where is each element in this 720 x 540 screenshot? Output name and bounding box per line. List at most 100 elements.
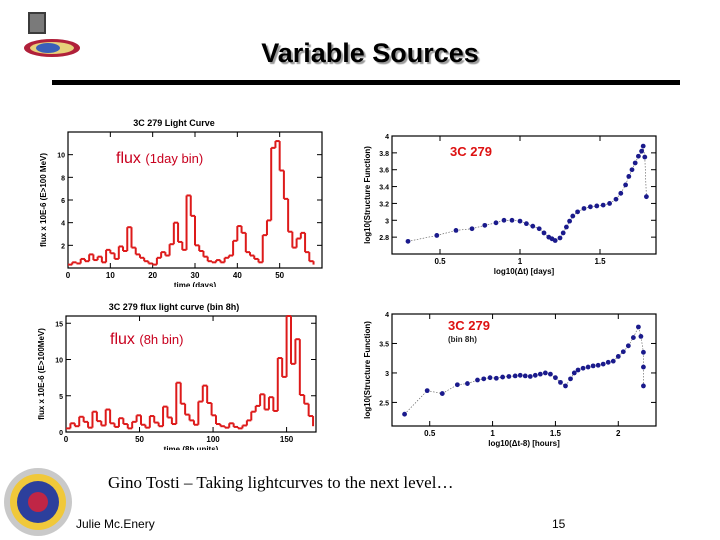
sf-connector [644,157,647,197]
y-tick-label: 5 [59,394,63,401]
logo-spacecraft-panel [30,14,44,32]
sf-point [493,375,499,381]
sf-point [558,379,563,385]
sf-point [638,334,644,339]
sf-point [537,371,543,377]
sf-point [644,194,649,200]
sf-point [618,190,624,196]
sf-point [641,349,646,355]
sf-point [469,226,475,232]
sf-connector [436,230,457,236]
x-tick-label: 100 [206,435,220,444]
y-tick-label: 3.2 [379,201,389,208]
y-tick-label: 3.4 [379,185,389,192]
title-divider [52,80,680,85]
sf-point [434,233,440,238]
y-tick-label: 10 [57,153,65,160]
sf-point [522,373,528,379]
glast-logo [24,12,80,57]
sf-point [552,238,558,243]
sf-point [564,224,569,230]
sf-point [509,217,515,223]
sf-point [605,359,611,365]
sf-point [553,375,558,381]
sf-point [567,218,572,224]
sf-point [517,372,523,378]
x-tick-label: 30 [191,271,200,280]
y-axis-label: log10(Structure Function) [363,146,372,244]
sf-point [641,364,646,370]
patch-core [28,492,48,512]
sf-point [575,367,581,373]
sf-point [636,153,641,159]
sf-point [570,213,576,219]
x-axis-label: log10(Δt-8) [hours] [488,439,560,448]
x-tick-label: 2 [616,429,621,438]
sf-point [536,226,542,232]
sf-point [607,201,612,206]
lightcurve-8h-chart: 3C 279 flux light curve (bin 8h)0 50 100 15… [34,300,330,450]
sf-connector [471,225,485,230]
sf-point [524,221,529,227]
chart-title: 3C 279 flux light curve (bin 8h) [109,302,240,312]
sf-point [475,377,480,383]
y-tick-label: 3.8 [379,151,389,158]
slide-title: Variable Sources [261,38,479,68]
sf-point [632,160,638,166]
y-tick-label: 15 [55,321,63,328]
sf-point [625,343,631,349]
sf-connector [455,228,473,231]
sf-point [595,362,601,368]
sf-point [580,365,586,371]
sf-point [568,376,573,382]
sf-point [613,196,619,202]
logo-ring-core [36,43,60,53]
sf-point [541,230,547,236]
x-tick-label: 150 [280,435,294,444]
sf-point [610,358,616,364]
sf-point [620,349,626,355]
sf-point [405,238,411,244]
x-tick-label: 0.5 [424,429,436,438]
sf-point [615,354,621,359]
sf-point [588,204,593,210]
caption-8h-word: flux [110,331,135,348]
sf-point [641,383,646,389]
y-tick-label: 10 [55,358,63,365]
sf-point [548,371,553,377]
x-tick-label: 1 [490,429,495,438]
y-axis-label: flux x 10E-6 (E>100 MeV) [39,153,48,247]
x-tick-label: 20 [148,271,157,280]
plot-frame [391,313,657,427]
x-tick-label: 0.5 [434,257,446,266]
x-tick-label: 50 [135,435,144,444]
x-tick-label: 1.5 [550,429,562,438]
sf-point [527,374,533,379]
sf-point [626,174,632,179]
sf-connector [640,336,644,353]
sf-point [600,202,606,208]
sf-point [600,361,606,367]
structure-function-days-chart: 3C 279 0.5 1 1.5 2.8 3 3.2 3.4 3.6 3.8 4 log10(Δt) … [352,128,668,284]
plot-frame [65,315,317,433]
x-axis-label: time (days) [174,281,217,287]
sf-point [517,218,523,224]
y-tick-label: 3 [385,218,389,225]
caption-1day-word: flux [116,150,141,167]
sf-connector [407,235,437,242]
sf-point [640,143,646,149]
caption-1day-detail: (1day bin) [145,151,204,166]
x-tick-label: 1.5 [594,257,606,266]
sf-point [439,391,445,396]
chart-title: 3C 279 Light Curve [133,118,215,128]
y-tick-label: 0 [59,430,63,437]
sf-point [487,375,493,381]
sf-point [482,222,488,228]
sf-point [560,230,566,236]
sf-connector [427,390,443,394]
sf-point [465,381,470,386]
sf-point [557,235,563,241]
y-tick-label: 3.6 [379,168,389,175]
sf-connector [404,390,428,415]
x-tick-label: 0 [64,435,69,444]
